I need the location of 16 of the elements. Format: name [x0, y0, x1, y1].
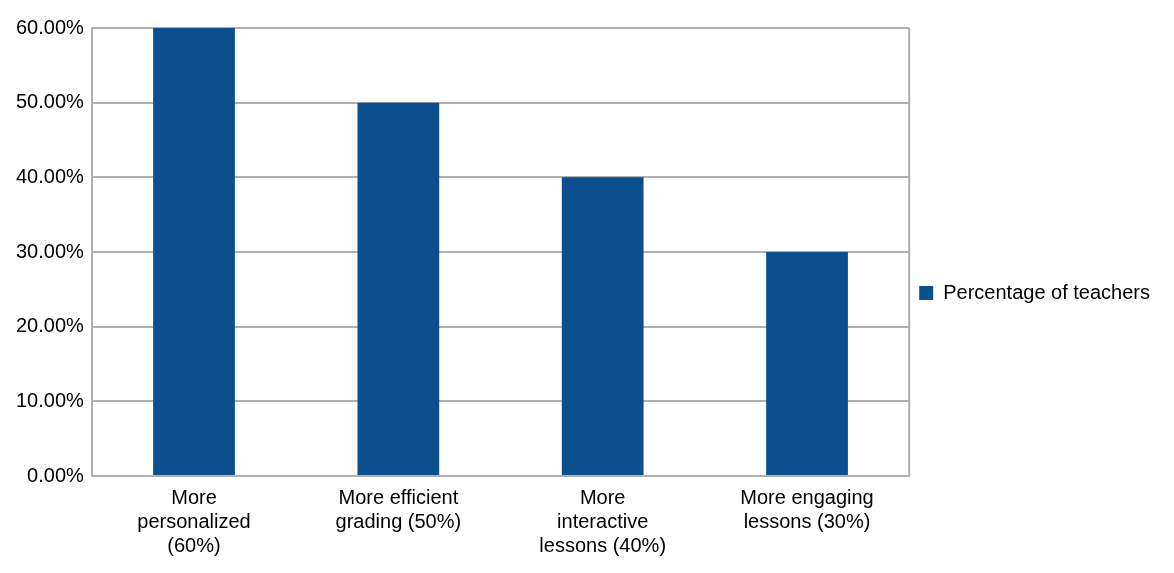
x-tick-label: More personalized (60%): [137, 485, 251, 556]
y-tick-label: 50.00%: [15, 90, 85, 113]
bar: [153, 28, 235, 475]
y-tick-label: 20.00%: [15, 314, 85, 337]
y-tick-label: 10.00%: [15, 388, 85, 411]
y-tick-label: 0.00%: [27, 463, 85, 486]
x-tick-label: More interactive lessons (40%): [539, 485, 667, 556]
x-tick-label: More efficient grading (50%): [335, 485, 462, 532]
y-tick-label: 40.00%: [15, 164, 85, 187]
y-tick-label: 30.00%: [15, 239, 85, 262]
bar: [357, 102, 440, 475]
bar: [561, 177, 644, 475]
bar: [766, 252, 848, 475]
x-tick-label: More engaging lessons (30%): [740, 485, 874, 532]
y-tick-label: 60.00%: [15, 15, 85, 38]
legend-label: Percentage of teachers: [943, 280, 1150, 303]
